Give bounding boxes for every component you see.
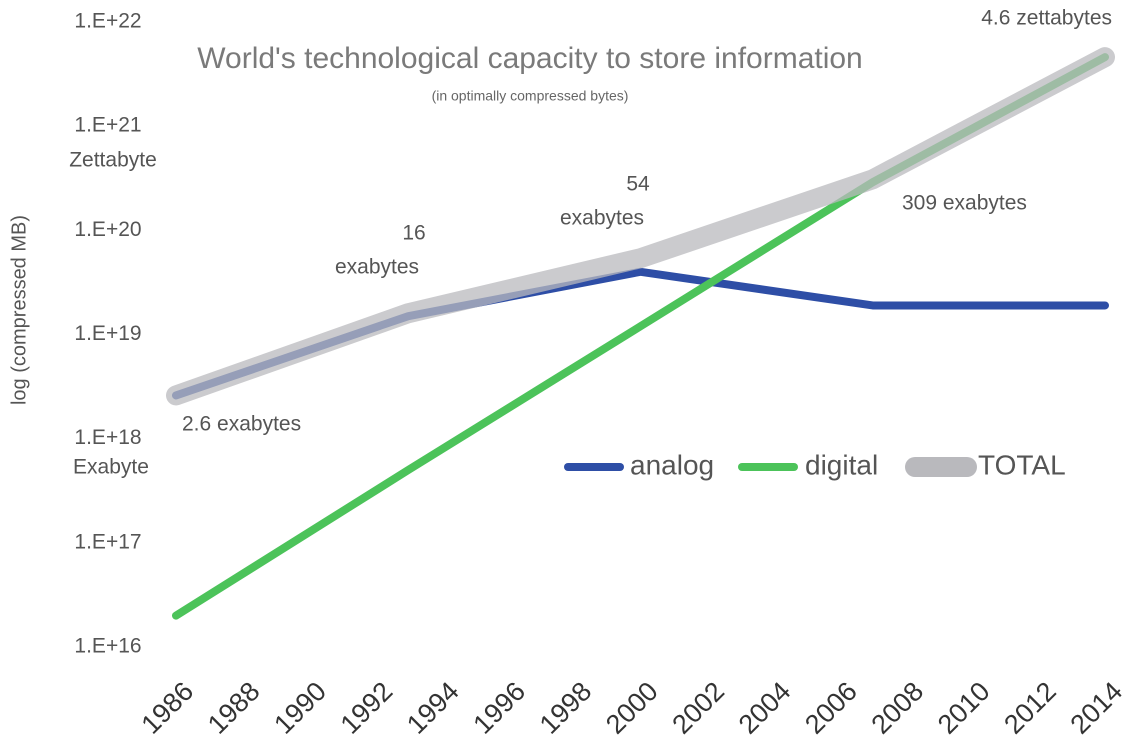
y-tick-label: 1.E+19 (74, 322, 141, 345)
x-tick-label: 2004 (733, 676, 797, 740)
y-tick-label: 1.E+18 (74, 426, 141, 449)
series-line (166, 47, 1115, 406)
chart-title: World's technological capacity to store … (197, 42, 863, 75)
annotation: 16 (402, 222, 425, 245)
annotation: 2.6 exabytes (182, 413, 301, 436)
x-tick-label: 2010 (932, 676, 996, 740)
x-tick-label: 1990 (268, 676, 332, 740)
y-tick-label: 1.E+17 (74, 530, 141, 553)
x-tick-label: 2000 (600, 676, 664, 740)
annotation: 54 (626, 173, 650, 196)
x-tick-label: 2008 (866, 676, 930, 740)
annotation: exabytes (560, 207, 644, 230)
chart-subtitle: (in optimally compressed bytes) (432, 88, 629, 104)
annotation: Zettabyte (69, 149, 157, 172)
x-tick-label: 2012 (998, 676, 1062, 740)
legend-label: digital (805, 449, 878, 480)
x-tick-label: 2002 (666, 676, 730, 740)
y-tick-label: 1.E+22 (74, 10, 141, 33)
y-axis-label: log (compressed MB) (8, 215, 30, 405)
annotation: 309 exabytes (902, 192, 1027, 215)
y-tick-label: 1.E+16 (74, 635, 141, 658)
x-tick-label: 1988 (202, 676, 266, 740)
annotation: Exabyte (73, 456, 149, 479)
x-tick-label: 1986 (136, 676, 200, 740)
y-tick-label: 1.E+21 (74, 114, 141, 137)
x-tick-label: 2006 (799, 676, 863, 740)
annotation: 4.6 zettabytes (981, 7, 1112, 30)
y-tick-label: 1.E+20 (74, 218, 141, 241)
x-tick-label: 1998 (534, 676, 598, 740)
legend-label: TOTAL (978, 449, 1066, 480)
x-tick-label: 1992 (335, 676, 399, 740)
x-tick-label: 1996 (467, 676, 531, 740)
series-line (172, 267, 1109, 400)
x-tick-label: 2014 (1065, 676, 1129, 740)
x-tick-label: 1994 (401, 676, 465, 740)
annotation: exabytes (335, 256, 419, 279)
legend-label: analog (630, 449, 714, 480)
